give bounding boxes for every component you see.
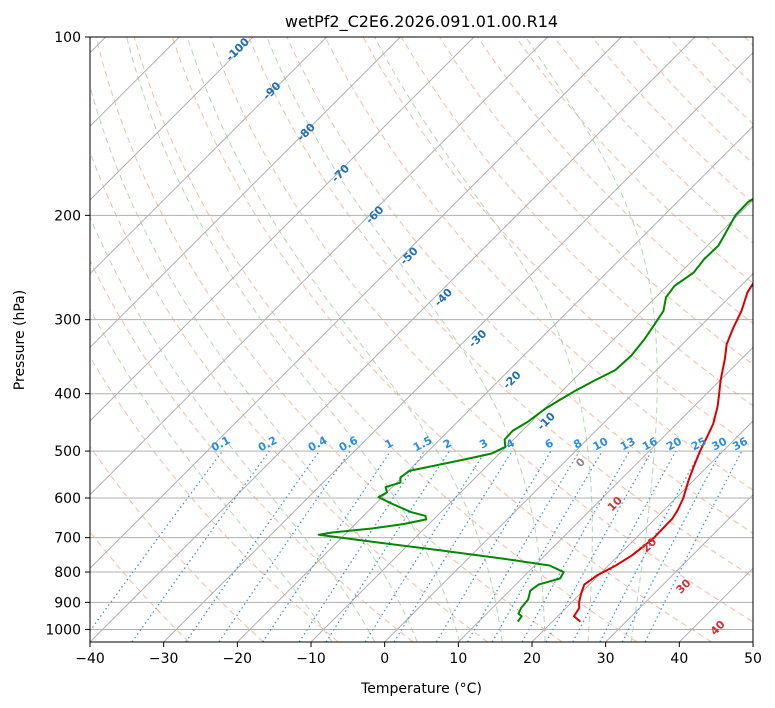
isotherm-line bbox=[457, 346, 753, 642]
mixing-ratio-line bbox=[572, 450, 677, 642]
dry-adiabat bbox=[171, 37, 712, 642]
mixing-ratio-label: 13 bbox=[618, 435, 638, 454]
y-tick-label: 1000 bbox=[45, 622, 81, 638]
mixing-ratio-line bbox=[599, 450, 702, 642]
isotherm-line bbox=[310, 199, 753, 642]
y-tick-label: 100 bbox=[54, 30, 81, 46]
isotherm-line bbox=[90, 37, 475, 422]
y-tick-label: 400 bbox=[54, 387, 81, 403]
isotherm-line bbox=[90, 37, 549, 496]
mixing-ratio-line bbox=[185, 450, 320, 642]
mixing-ratio-line bbox=[298, 450, 425, 642]
mixing-ratio-label: 36 bbox=[730, 435, 750, 454]
chart-title: wetPf2_C2E6.2026.091.01.00.R14 bbox=[285, 12, 558, 32]
y-axis-ticks: 100 200 300 400 500 600 700 800 900 1000 bbox=[45, 30, 90, 638]
isotherm-line bbox=[90, 37, 254, 201]
x-tick-label: 20 bbox=[523, 651, 541, 667]
isotherm-line bbox=[90, 37, 622, 570]
moist-adiabat bbox=[374, 37, 593, 642]
isotherm-line bbox=[90, 37, 401, 349]
mixing-ratio-line bbox=[131, 450, 270, 642]
x-axis-ticks: −40 −30 −20 −10 0 10 20 30 40 50 bbox=[75, 642, 762, 667]
y-tick-label: 500 bbox=[54, 444, 81, 460]
mixing-ratio-label: 20 bbox=[664, 435, 684, 454]
moist-adiabat bbox=[90, 84, 418, 642]
mixing-ratio-line bbox=[325, 450, 450, 642]
dry-adiabat bbox=[95, 37, 563, 642]
mixing-ratio-line bbox=[393, 450, 513, 642]
isotherm-line bbox=[531, 420, 753, 642]
mixing-ratio-line bbox=[364, 450, 486, 642]
y-axis-title: Pressure (hPa) bbox=[12, 290, 28, 390]
dry-adiabat bbox=[210, 37, 753, 623]
profile-lines bbox=[317, 197, 753, 623]
mixing-ratio-label: 16 bbox=[640, 435, 660, 454]
y-tick-label: 600 bbox=[54, 491, 81, 507]
isotherm-line bbox=[236, 125, 753, 642]
mixing-ratio-label: 30 bbox=[710, 435, 730, 454]
y-tick-label: 200 bbox=[54, 208, 81, 224]
x-tick-label: 30 bbox=[597, 651, 615, 667]
mixing-ratio-line bbox=[466, 450, 580, 642]
x-axis-title: Temperature (°C) bbox=[360, 681, 482, 697]
x-tick-label: −20 bbox=[223, 651, 253, 667]
mixing-ratio-line bbox=[435, 450, 552, 642]
dry-adiabat bbox=[133, 37, 638, 642]
isotherm-line bbox=[90, 37, 696, 642]
moist-adiabat bbox=[186, 37, 503, 642]
moist-adiabat bbox=[525, 37, 658, 642]
dry-adiabat bbox=[515, 37, 753, 284]
mixing-ratio-label: 10 bbox=[591, 435, 611, 454]
mixing-ratio-line bbox=[262, 450, 392, 642]
moist-adiabat bbox=[266, 37, 546, 642]
dry-adiabat bbox=[324, 37, 753, 491]
plot-area bbox=[90, 37, 753, 642]
x-tick-label: 50 bbox=[744, 651, 762, 667]
x-tick-label: 40 bbox=[670, 651, 688, 667]
x-tick-label: −10 bbox=[296, 651, 326, 667]
temperature-profile-line bbox=[572, 281, 753, 623]
dry-adiabat bbox=[248, 37, 753, 578]
y-tick-label: 700 bbox=[54, 531, 81, 547]
x-tick-label: −40 bbox=[75, 651, 105, 667]
mixing-ratio-label: 25 bbox=[689, 435, 709, 454]
isotherm-line bbox=[90, 37, 328, 275]
mixing-ratio-line bbox=[218, 450, 351, 642]
dry-adiabat bbox=[90, 259, 414, 642]
x-tick-label: −30 bbox=[149, 651, 179, 667]
x-tick-label: 10 bbox=[449, 651, 467, 667]
plot-frame bbox=[89, 36, 754, 643]
y-tick-label: 300 bbox=[54, 313, 81, 329]
isotherm-line bbox=[384, 272, 753, 642]
isotherm-line bbox=[163, 51, 753, 642]
y-tick-label: 800 bbox=[54, 565, 81, 581]
y-tick-label: 900 bbox=[54, 595, 81, 611]
dewpoint-profile-line bbox=[317, 197, 753, 623]
moist-adiabat bbox=[90, 215, 376, 642]
x-tick-label: 0 bbox=[380, 651, 389, 667]
background-reference-lines bbox=[90, 37, 753, 642]
dry-adiabat bbox=[90, 445, 264, 642]
isotherm-line bbox=[605, 493, 753, 642]
moist-adiabat bbox=[90, 308, 333, 642]
